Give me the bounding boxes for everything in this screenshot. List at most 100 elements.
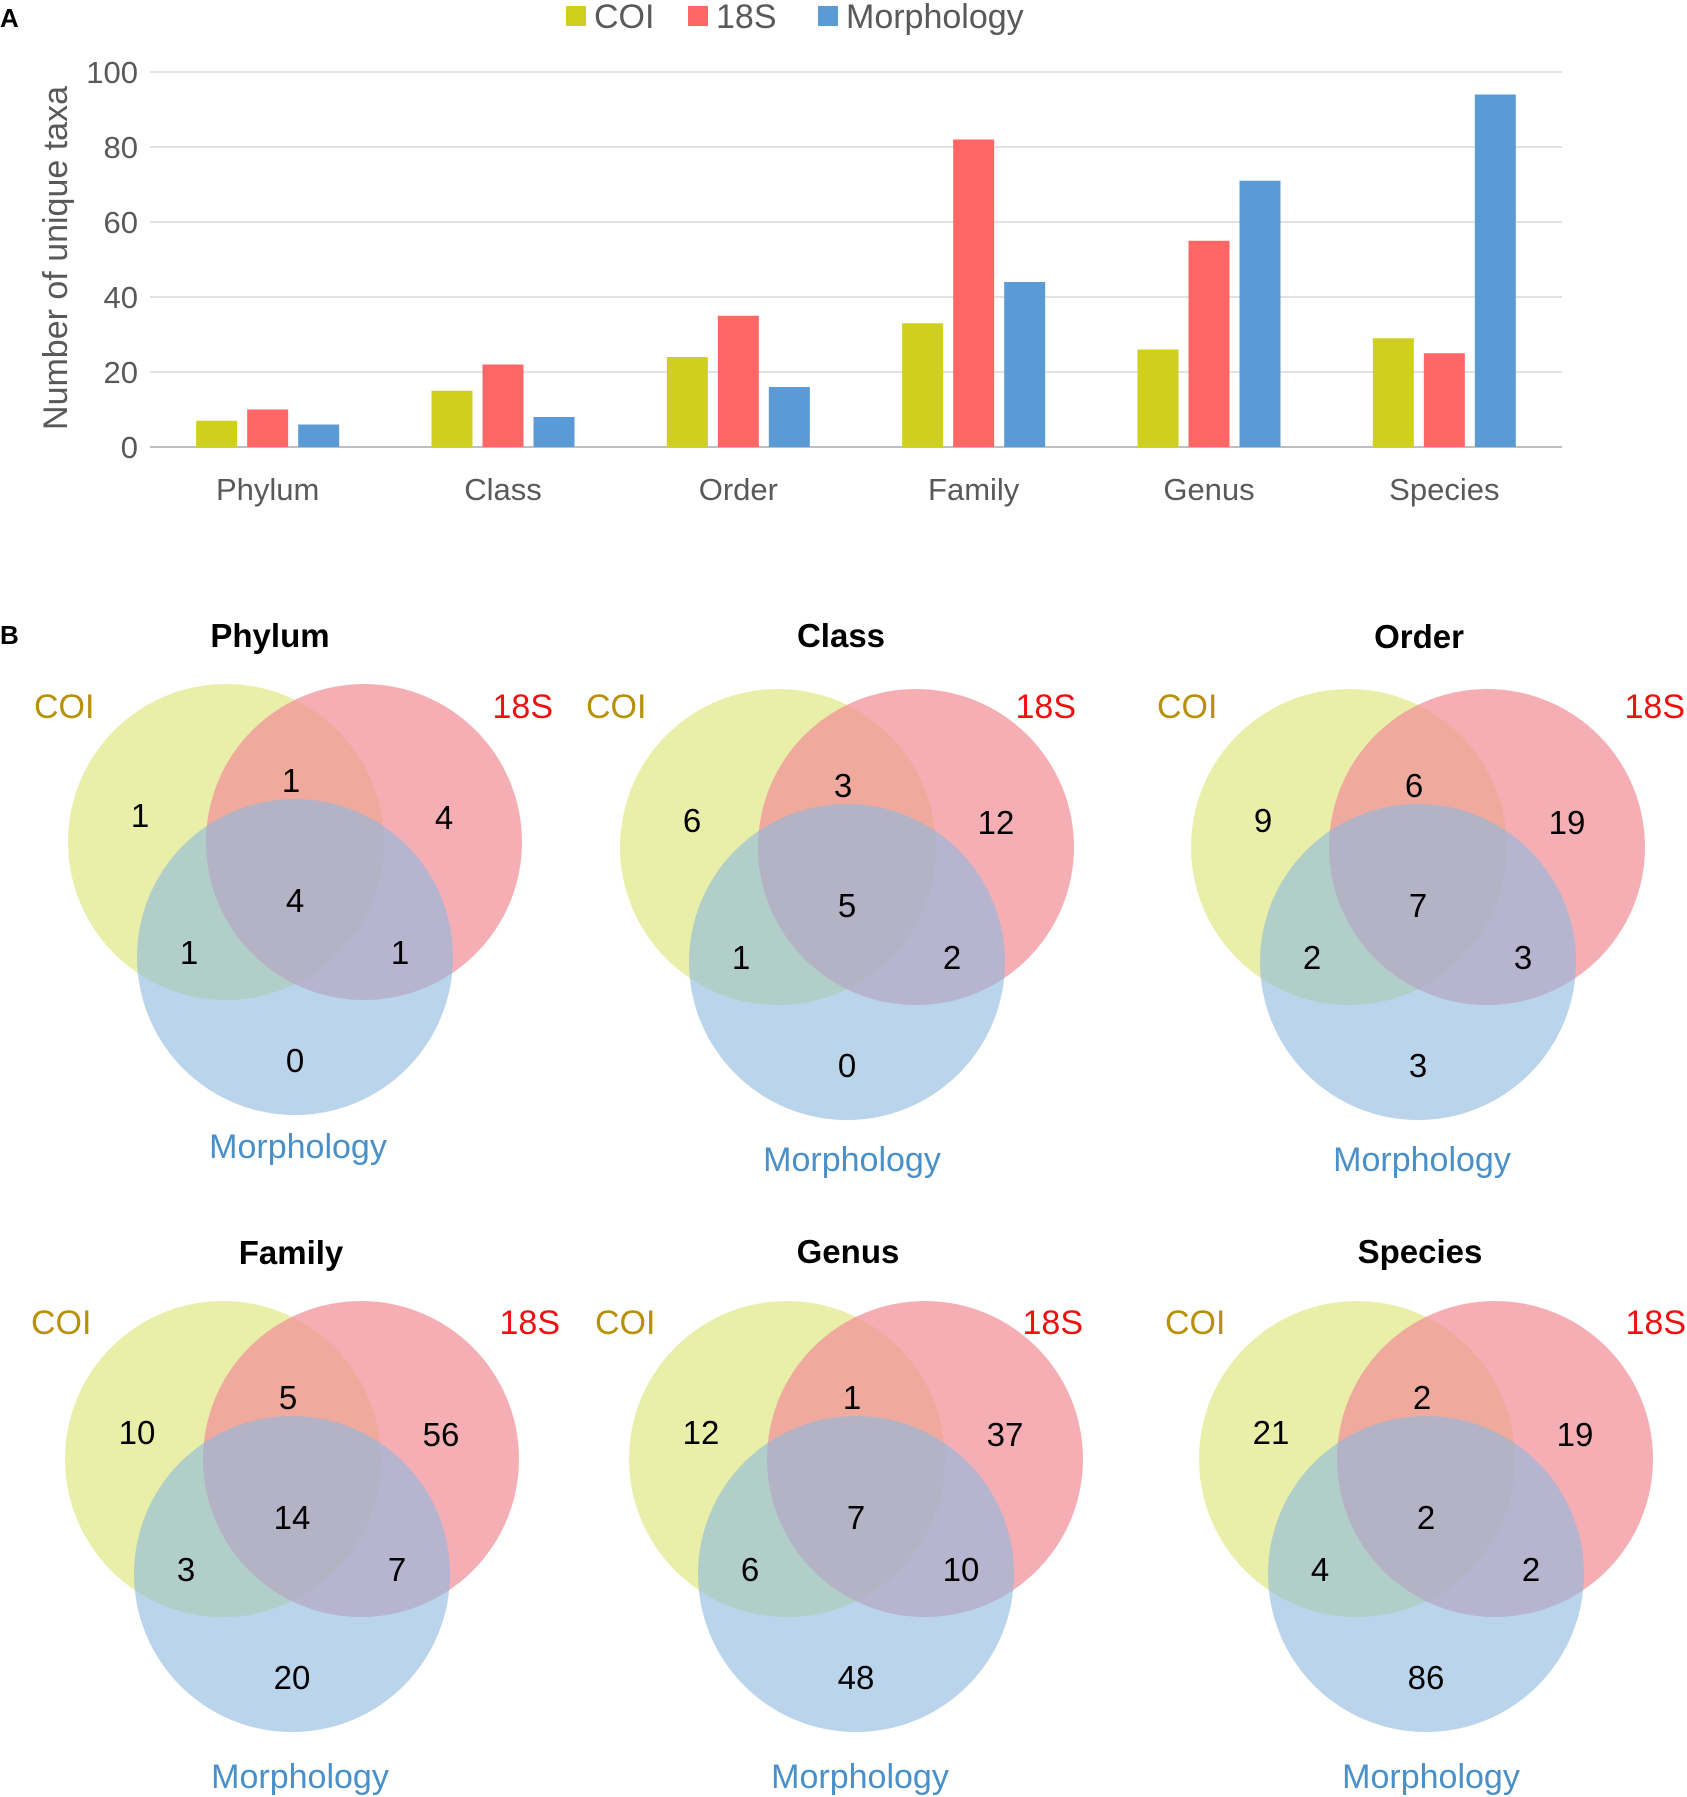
legend-label-18s: 18S [716,0,777,36]
venn-value-18s-morph: 2 [943,939,961,976]
venn-set-label-coi: COI [1165,1304,1225,1342]
venn-set-label-18s: 18S [1626,1304,1687,1342]
venn-family: 10 5 56 14 3 7 20 Family COI 18S Morphology [31,1234,560,1796]
venn-set-label-morphology: Morphology [1333,1141,1511,1179]
x-tick-label: Order [699,472,778,507]
bar-series [196,94,1516,447]
bar-18s-phylum [247,409,289,447]
venn-value-morph-only: 0 [286,1042,304,1079]
bar-18s-family [953,139,995,447]
venn-value-coi-18s: 1 [843,1379,861,1416]
venn-set-label-morphology: Morphology [211,1758,389,1796]
x-tick-label: Family [928,472,1020,507]
venn-genus: 12 1 37 7 6 10 48 Genus COI 18S Morphology [595,1233,1083,1796]
venn-value-morph-only: 20 [274,1659,311,1696]
venn-set-label-18s: 18S [1023,1304,1084,1342]
venn-circles-family [65,1301,519,1732]
venn-set-label-coi: COI [31,1304,91,1342]
venn-value-coi-only: 12 [683,1414,720,1451]
venn-value-coi-only: 6 [683,802,701,839]
venn-value-coi-morph: 4 [1311,1551,1329,1588]
bar-gridlines [150,71,1562,448]
legend-label-coi: COI [594,0,654,36]
venn-value-18s-morph: 3 [1514,939,1532,976]
venn-title: Family [239,1234,344,1271]
bar-coi-phylum [196,420,238,447]
bar-chart: 0 20 40 60 80 100 Phylum Class Order Family Genus… [37,0,1562,507]
venn-circles-phylum [68,684,522,1115]
venn-set-label-18s: 18S [500,1304,561,1342]
bar-morphology-phylum [298,424,340,447]
venn-value-coi-18s: 1 [282,762,300,799]
venn-set-label-coi: COI [586,688,646,726]
venn-circles-species [1199,1301,1653,1732]
venn-set-label-morphology: Morphology [1342,1758,1520,1796]
venn-value-coi-18s: 5 [279,1379,297,1416]
y-tick-label: 20 [104,355,138,390]
venn-set-label-morphology: Morphology [771,1758,949,1796]
bar-morphology-class [533,417,575,447]
venn-set-label-coi: COI [34,688,94,726]
y-axis-ticks: 0 20 40 60 80 100 [86,55,138,465]
y-tick-label: 0 [121,430,138,465]
venn-value-18s-morph: 2 [1522,1551,1540,1588]
bar-coi-genus [1137,349,1179,447]
venn-value-coi-18s: 6 [1405,767,1423,804]
venn-circles-class [620,689,1074,1120]
venn-value-coi-only: 9 [1254,802,1272,839]
venn-value-18s-morph: 10 [943,1551,980,1588]
legend-label-morphology: Morphology [846,0,1024,36]
venn-title: Genus [797,1233,900,1270]
y-tick-label: 100 [86,55,138,90]
bar-coi-class [431,390,473,447]
x-tick-label: Class [464,472,542,507]
venn-value-coi-18s: 2 [1413,1379,1431,1416]
venn-set-label-coi: COI [1157,688,1217,726]
venn-title: Species [1358,1233,1483,1270]
venn-value-coi-18s: 3 [834,767,852,804]
legend-swatch-morphology [818,6,838,26]
bar-coi-family [902,323,944,447]
y-tick-label: 40 [104,280,138,315]
venn-value-coi-morph: 1 [732,939,750,976]
venn-value-18s-only: 56 [423,1416,460,1453]
venn-set-label-morphology: Morphology [209,1128,387,1166]
venn-value-18s-only: 19 [1557,1416,1594,1453]
legend-swatch-coi [566,6,586,26]
venn-title: Order [1374,618,1464,655]
venn-circle-morphology [134,1416,450,1732]
venn-circle-morphology [1260,804,1576,1120]
venn-order: 9 6 19 7 2 3 3 Order COI 18S Morphology [1157,618,1685,1179]
venn-circle-morphology [698,1416,1014,1732]
venn-value-18s-only: 19 [1549,804,1586,841]
venn-value-coi-morph: 3 [177,1551,195,1588]
y-tick-label: 80 [104,130,138,165]
venn-value-all: 14 [274,1499,311,1536]
venn-value-coi-morph: 2 [1303,939,1321,976]
bar-morphology-order [768,387,810,447]
legend-swatch-18s [688,6,708,26]
venn-value-morph-only: 48 [838,1659,875,1696]
legend: COI 18S Morphology [566,0,1024,36]
venn-value-morph-only: 3 [1409,1047,1427,1084]
venn-value-coi-morph: 1 [180,934,198,971]
bar-morphology-family [1004,282,1046,447]
bar-coi-species [1372,338,1414,447]
venn-set-label-18s: 18S [1625,688,1686,726]
bar-18s-order [717,315,759,447]
venn-circles-genus [629,1301,1083,1732]
venn-value-morph-only: 86 [1408,1659,1445,1696]
venn-set-label-18s: 18S [1016,688,1077,726]
venn-value-all: 2 [1417,1499,1435,1536]
venn-species: 21 2 19 2 4 2 86 Species COI 18S Morphology [1165,1233,1686,1796]
venn-value-all: 7 [1409,887,1427,924]
venn-set-label-coi: COI [595,1304,655,1342]
bar-18s-species [1423,353,1465,447]
venn-value-18s-morph: 7 [388,1551,406,1588]
venn-value-morph-only: 0 [838,1047,856,1084]
y-tick-label: 60 [104,205,138,240]
bar-18s-class [482,364,524,447]
venn-value-all: 5 [838,887,856,924]
